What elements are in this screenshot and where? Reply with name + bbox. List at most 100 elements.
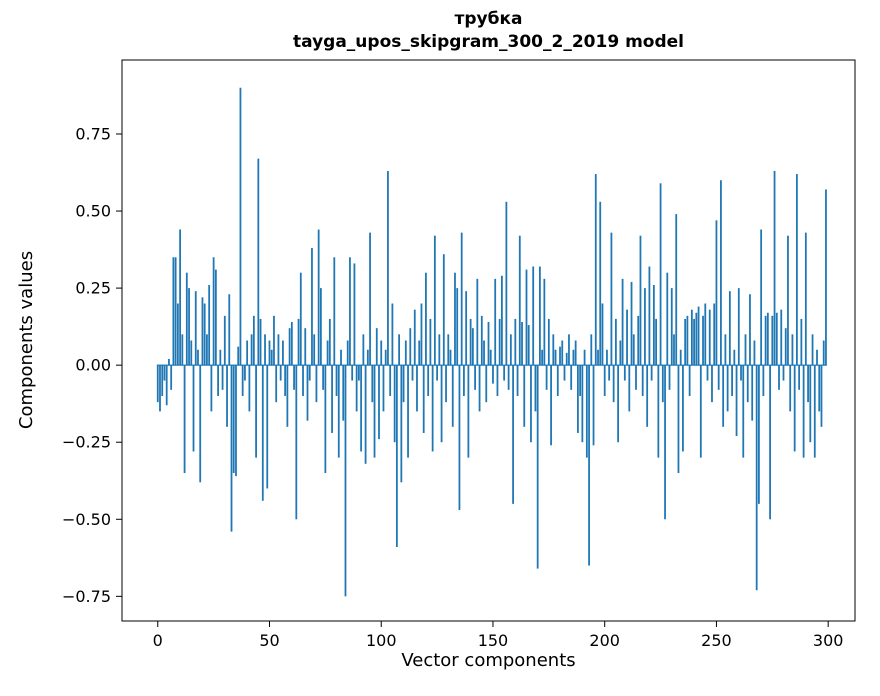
bar [451, 365, 454, 427]
bar [715, 220, 718, 366]
bar [577, 365, 579, 433]
bar [349, 257, 351, 366]
bar [259, 318, 262, 366]
bar [592, 365, 595, 446]
bar [429, 318, 432, 366]
bar [172, 257, 175, 366]
bar [226, 365, 228, 427]
bar [536, 365, 539, 569]
bar [456, 288, 459, 366]
y-tick-label: 0.25 [75, 279, 111, 298]
bar [523, 365, 526, 427]
bar [644, 288, 646, 366]
bar [360, 365, 363, 452]
bar [413, 309, 416, 366]
bar [760, 229, 763, 366]
bar [731, 365, 733, 396]
bar [483, 340, 485, 366]
bar [737, 288, 740, 366]
bar [340, 349, 342, 366]
bar [237, 346, 240, 366]
bar [299, 272, 302, 366]
bar [217, 365, 219, 396]
bar [183, 365, 186, 474]
bar [474, 365, 476, 390]
bar [163, 365, 166, 381]
bar [766, 312, 769, 366]
bar [530, 365, 532, 443]
bar [279, 365, 282, 381]
bar [527, 325, 530, 366]
bar [733, 349, 736, 366]
x-tick-label: 200 [589, 631, 620, 650]
bar [579, 365, 582, 396]
bar [188, 288, 190, 366]
bar [286, 365, 289, 427]
x-tick-label: 250 [701, 631, 732, 650]
bar [664, 365, 666, 520]
bar [333, 257, 336, 366]
bar [284, 365, 287, 396]
bar [552, 334, 555, 366]
bar [561, 340, 564, 366]
bar [351, 365, 354, 381]
bar [650, 365, 653, 381]
bar [250, 334, 253, 366]
bar [574, 340, 577, 366]
bar [478, 365, 481, 412]
bar [791, 334, 794, 366]
bar [337, 365, 340, 458]
bar [255, 365, 257, 458]
bar [673, 334, 675, 366]
bar [547, 318, 550, 366]
bar [809, 365, 812, 443]
bar [174, 257, 177, 366]
bar [214, 269, 217, 366]
bar [494, 278, 497, 366]
bar [241, 365, 244, 396]
bar [364, 365, 367, 464]
bar [427, 365, 430, 396]
bar [599, 201, 602, 366]
bar [194, 291, 197, 366]
bar [793, 365, 796, 452]
bar [261, 365, 264, 501]
bar [382, 365, 385, 412]
bar [201, 297, 204, 366]
bar [621, 278, 624, 366]
bar [545, 365, 548, 390]
y-tick-label: −0.75 [62, 587, 111, 606]
bar [342, 365, 345, 421]
bar [699, 365, 702, 458]
bar [463, 365, 465, 396]
bar [726, 365, 729, 412]
bar [496, 365, 499, 396]
bar [583, 349, 586, 366]
bar [306, 365, 309, 421]
axes-frame [121, 59, 856, 622]
bar [746, 365, 749, 403]
bar [563, 365, 566, 381]
bar [335, 365, 338, 396]
x-tick-label: 0 [153, 631, 163, 650]
bar [675, 214, 678, 366]
bar [159, 365, 161, 412]
bar [796, 174, 798, 366]
bar [684, 318, 687, 366]
bar [458, 365, 461, 511]
bar [505, 201, 508, 366]
bar [753, 340, 756, 366]
bar [661, 365, 664, 403]
bar [722, 365, 725, 427]
bar [666, 272, 669, 366]
bar [395, 365, 398, 548]
bar [628, 365, 631, 412]
bar [203, 303, 206, 366]
bar [228, 294, 231, 366]
bar [480, 315, 483, 366]
bar [758, 365, 760, 504]
bar [635, 365, 637, 390]
bar [244, 365, 246, 381]
bar [402, 365, 405, 403]
